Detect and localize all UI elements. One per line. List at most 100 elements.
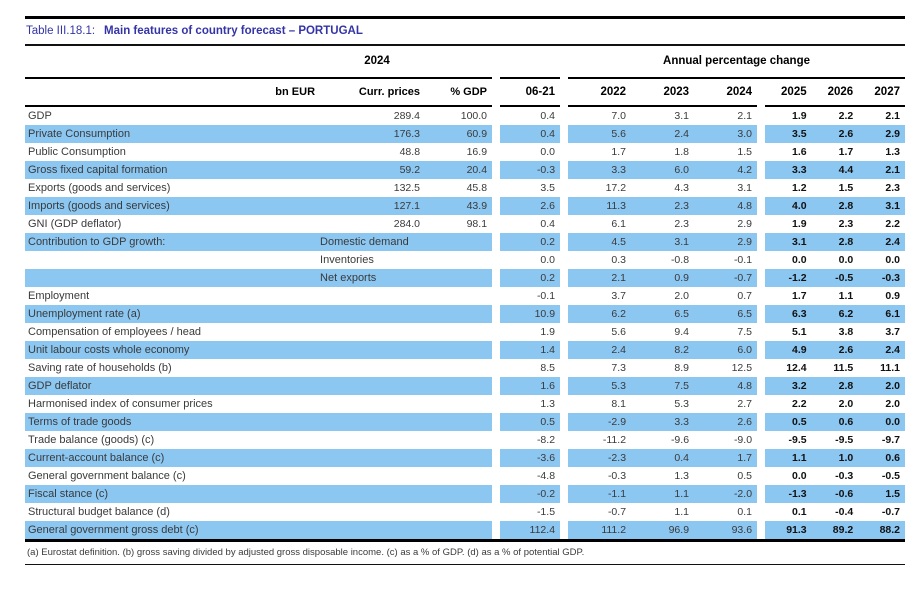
- column-gap: [757, 232, 766, 251]
- table-row: Gross fixed capital formation 59.2 20.4 -0.…: [25, 160, 905, 179]
- cell-06-21: -8.2: [536, 433, 556, 446]
- cell-pct-gdp: 45.8: [466, 181, 488, 194]
- cell-pct-gdp: [425, 287, 492, 305]
- header-spacer: [25, 77, 263, 107]
- table-row: Public Consumption 48.8 16.9 0.0 1.7 1.8 1.5 1.…: [25, 143, 905, 161]
- cell-2025: 1.2: [792, 181, 807, 194]
- cell-2023: 2.4: [631, 124, 695, 143]
- cell-2025: 3.3: [765, 160, 812, 179]
- column-gap: [757, 215, 765, 233]
- cell-2026: 2.6: [811, 124, 859, 143]
- column-gap: [560, 143, 568, 161]
- column-gap: [492, 412, 501, 431]
- column-gap: [492, 287, 500, 305]
- table-row: Current-account balance (c) -3.6 -2.3 0.4 1.…: [25, 448, 905, 467]
- column-gap: [492, 395, 500, 413]
- cell-pct-gdp: 100.0: [460, 109, 488, 122]
- column-gap: [492, 520, 501, 542]
- header-spacer: [500, 45, 561, 79]
- cell-2022: 7.0: [611, 109, 627, 122]
- column-gap: [560, 520, 569, 542]
- table-header: 2024 Annual percentage change bn EUR Cur…: [25, 45, 905, 107]
- header-col-2026: 2026: [811, 77, 859, 107]
- table-row: Compensation of employees / head 1.9 5.6 9.…: [25, 323, 905, 341]
- cell-curr-prices: [320, 431, 425, 449]
- column-gap: [560, 304, 569, 323]
- column-gap: [757, 160, 766, 179]
- cell-2025: 0.0: [792, 469, 807, 482]
- cell-pct-gdp: [425, 395, 492, 413]
- cell-curr-prices: 132.5: [393, 181, 421, 194]
- cell-2024: 6.5: [694, 304, 758, 323]
- column-gap: [492, 467, 500, 485]
- table-row: Terms of trade goods 0.5 -2.9 3.3 2.6 0.5 0.6 0…: [25, 412, 905, 431]
- cell-pct-gdp: [425, 431, 492, 449]
- cell-pct-gdp: [425, 359, 492, 377]
- cell-06-21: 1.4: [500, 340, 561, 359]
- cell-2022: 5.6: [611, 325, 627, 338]
- cell-pct-gdp: [425, 340, 493, 359]
- row-label: Public Consumption: [28, 145, 126, 158]
- cell-06-21: 0.4: [500, 124, 561, 143]
- cell-2025: 3.2: [765, 376, 812, 395]
- cell-pct-gdp: 43.9: [425, 196, 493, 215]
- cell-2024: 4.2: [694, 160, 758, 179]
- cell-2023: -0.8: [670, 253, 690, 266]
- cell-2025: 6.3: [765, 304, 812, 323]
- column-gap: [757, 503, 765, 521]
- cell-2027: -9.7: [881, 433, 900, 446]
- cell-2025: 0.1: [792, 505, 807, 518]
- table-row: Exports (goods and services) 132.5 45.8 3.5…: [25, 179, 905, 197]
- cell-2022: 17.2: [605, 181, 627, 194]
- column-gap: [757, 179, 765, 197]
- cell-2027: 0.6: [858, 448, 905, 467]
- cell-pct-gdp: [425, 520, 493, 542]
- column-gap: [757, 467, 765, 485]
- column-gap: [560, 395, 568, 413]
- cell-06-21: 112.4: [500, 520, 561, 542]
- cell-2026: 1.1: [838, 289, 854, 302]
- row-label: Terms of trade goods: [25, 412, 321, 431]
- cell-06-21: -3.6: [500, 448, 561, 467]
- cell-06-21: 0.2: [500, 232, 561, 251]
- cell-2023: 0.4: [631, 448, 695, 467]
- cell-06-21: 0.4: [540, 217, 556, 230]
- cell-2026: 2.8: [811, 232, 859, 251]
- cell-2027: 1.3: [885, 145, 900, 158]
- cell-2025: 1.7: [792, 289, 807, 302]
- column-gap: [757, 323, 765, 341]
- cell-2022: 8.1: [611, 397, 627, 410]
- row-label: Current-account balance (c): [25, 448, 321, 467]
- row-label: Imports (goods and services): [25, 196, 321, 215]
- cell-2022: -0.7: [607, 505, 627, 518]
- header-col-2027: 2027: [858, 77, 905, 107]
- cell-06-21: 10.9: [500, 304, 561, 323]
- cell-2022: -11.2: [602, 433, 627, 446]
- cell-2023: 7.5: [631, 376, 695, 395]
- cell-curr-prices: [320, 359, 425, 377]
- cell-curr-prices: [320, 412, 426, 431]
- table-row: Saving rate of households (b) 8.5 7.3 8.9 12…: [25, 359, 905, 377]
- cell-2023: 8.2: [631, 340, 695, 359]
- header-col-2022: 2022: [568, 77, 632, 107]
- cell-2023: 96.9: [631, 520, 695, 542]
- cell-2022: 3.7: [611, 289, 627, 302]
- cell-06-21: 0.4: [540, 109, 556, 122]
- table-title-text: Main features of country forecast – PORT…: [104, 25, 363, 37]
- row-label: Harmonised index of consumer prices: [28, 397, 213, 410]
- cell-2027: 0.0: [885, 253, 900, 266]
- column-gap: [560, 448, 569, 467]
- cell-06-21: 0.0: [540, 253, 556, 266]
- row-label: General government balance (c): [28, 469, 186, 482]
- row-label: [25, 251, 320, 269]
- cell-pct-gdp: [425, 448, 493, 467]
- cell-2025: -1.2: [765, 268, 812, 287]
- cell-2022: 0.3: [611, 253, 627, 266]
- cell-2027: 88.2: [858, 520, 905, 542]
- cell-2027: 3.1: [858, 196, 905, 215]
- cell-06-21: 0.2: [500, 268, 561, 287]
- cell-curr-prices: [320, 376, 426, 395]
- cell-2023: 3.3: [631, 412, 695, 431]
- table-row: Employment -0.1 3.7 2.0 0.7 1.7 1.1 0.9: [25, 287, 905, 305]
- table-row: Harmonised index of consumer prices 1.3 8.…: [25, 395, 905, 413]
